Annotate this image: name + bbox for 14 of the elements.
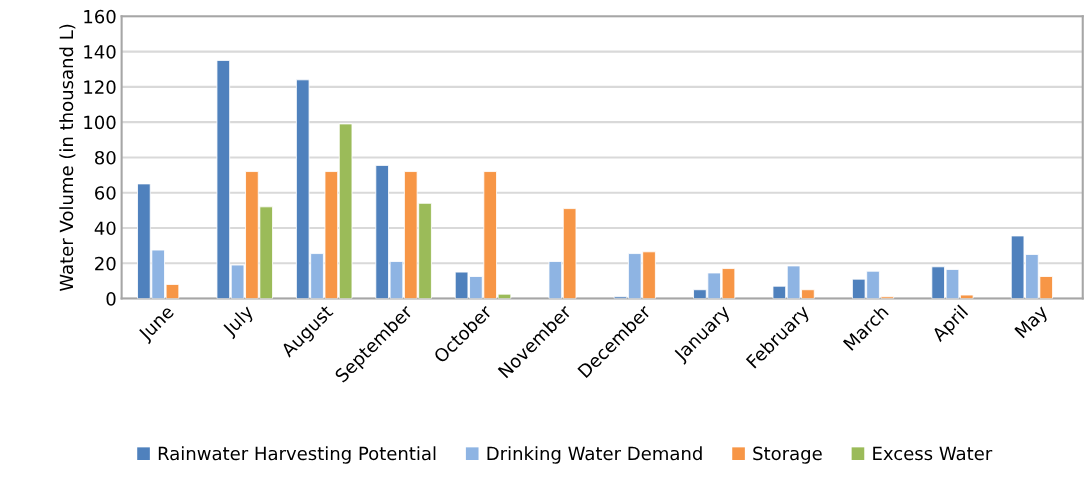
legend-label: Drinking Water Demand — [487, 446, 702, 464]
y-tick-label: 160 — [84, 9, 116, 24]
y-axis-title: Water Volume (in thousand L) — [59, 24, 76, 292]
legend-label: Rainwater Harvesting Potential — [158, 446, 436, 464]
y-tick-label: 0 — [106, 292, 116, 306]
y-tick-label: 140 — [84, 45, 116, 59]
y-tick-label: 40 — [94, 221, 116, 236]
y-tick-label: 20 — [95, 256, 116, 271]
y-tick-label: 80 — [95, 150, 116, 165]
y-tick-label: 60 — [95, 186, 116, 200]
legend-label: Excess Water — [873, 446, 993, 461]
y-tick-label: 100 — [84, 115, 116, 130]
y-tick-label: 120 — [84, 80, 116, 94]
legend-label: Storage — [753, 446, 822, 464]
